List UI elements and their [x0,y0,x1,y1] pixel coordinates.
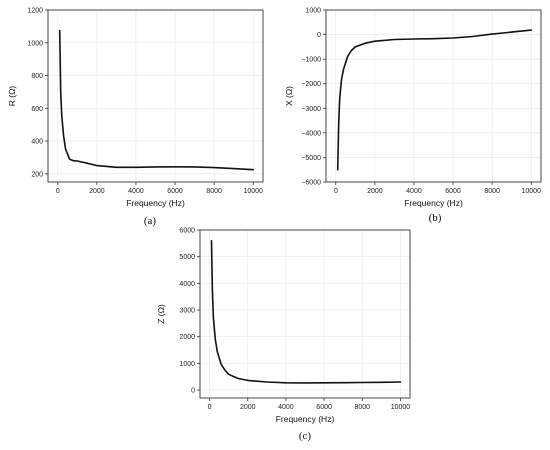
y-tick-label: −2000 [301,81,321,88]
plot-frame [47,9,264,183]
x-tick-label: 0 [334,188,338,195]
y-axis-label: Z (Ω) [156,304,166,324]
x-tick-label: 10000 [521,188,541,195]
x-axis-label: Frequency (Hz) [276,414,335,424]
chart-panel-1: 0 2000 4000 6000 8000 10000 200 400 600 800 1000 12… [7,8,264,227]
y-tick-label: −4000 [301,130,321,137]
y-tick-label: 4000 [179,281,195,288]
x-tick-label: 8000 [354,404,370,411]
x-tick-label: 6000 [316,404,332,411]
x-tick-label: 0 [208,404,212,411]
y-tick-label: −1000 [301,57,321,64]
y-tick-label: 2000 [179,334,195,341]
series-line [58,29,254,171]
y-tick-label: 5000 [179,254,195,261]
y-tick-label: 0 [317,32,321,39]
y-tick-label: 6000 [179,228,195,235]
plot-frame [199,229,411,399]
x-tick-label: 8000 [484,188,500,195]
x-tick-label: 4000 [406,188,422,195]
x-tick-label: 0 [56,188,60,195]
y-tick-label: −6000 [301,180,321,187]
x-tick-label: 2000 [367,188,383,195]
y-tick-label: 600 [31,106,43,113]
x-axis-label: Frequency (Hz) [404,198,463,208]
panel-caption: (c) [299,430,312,442]
y-tick-label: 1000 [27,40,43,47]
panel-caption: (b) [429,212,442,224]
x-tick-label: 8000 [206,188,222,195]
chart-panel-3: 0 2000 4000 6000 8000 10000 0 1000 2000 3000 4000 5… [156,228,411,442]
chart-panel-2: 0 2000 4000 6000 8000 10000−6000−5000−4000−30… [284,8,542,224]
y-tick-label: −5000 [301,155,321,162]
y-tick-label: 800 [31,73,43,80]
y-tick-label: −3000 [301,106,321,113]
y-tick-label: 1000 [179,361,195,368]
series-line [210,239,402,384]
x-tick-label: 6000 [445,188,461,195]
x-tick-label: 6000 [167,188,183,195]
y-tick-label: 1000 [305,8,321,15]
x-tick-label: 2000 [240,404,256,411]
x-tick-label: 4000 [128,188,144,195]
x-tick-label: 4000 [278,404,294,411]
series-line [336,29,532,171]
y-tick-label: 1200 [27,8,43,15]
y-tick-label: 200 [31,171,43,178]
x-tick-label: 10000 [391,404,411,411]
panel-caption: (a) [144,215,157,227]
x-tick-label: 2000 [89,188,105,195]
x-tick-label: 10000 [243,188,263,195]
y-axis-label: X (Ω) [284,86,294,106]
x-axis-label: Frequency (Hz) [126,198,185,208]
y-tick-label: 3000 [179,308,195,315]
y-axis-label: R (Ω) [7,86,17,107]
y-tick-label: 400 [31,139,43,146]
y-tick-label: 0 [191,388,195,395]
plot-frame [325,9,542,183]
